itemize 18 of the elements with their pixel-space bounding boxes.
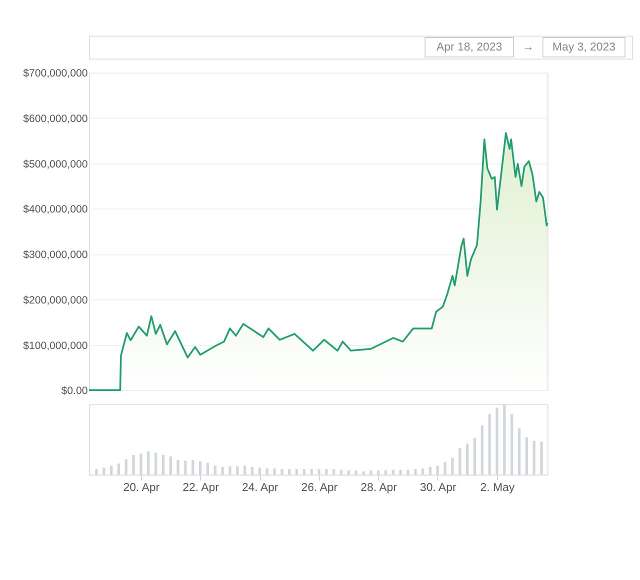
y-tick-label: $300,000,000 [23,249,88,262]
y-tick-label: $0.00 [61,385,88,398]
x-tick-label: 30. Apr [420,482,456,494]
y-tick-label: $200,000,000 [23,294,88,306]
y-tick-label: $100,000,000 [23,340,88,352]
text: Apr 18, 2023 [436,42,502,54]
text: → [522,42,534,54]
x-tick-label: 28. Apr [360,482,398,494]
text: May 3, 2023 [552,42,616,54]
y-tick-label: $600,000,000 [23,113,88,126]
x-tick-label: 2. May [480,482,515,494]
x-tick-label: 24. Apr [242,482,278,494]
x-tick-label: 22. Apr [182,482,220,494]
x-tick-label: 20. Apr [123,482,160,494]
y-tick-label: $500,000,000 [23,158,88,170]
y-tick-label: $400,000,000 [23,204,88,216]
y-tick-label: $700,000,000 [23,68,88,80]
x-tick-label: 26. Apr [301,482,338,494]
